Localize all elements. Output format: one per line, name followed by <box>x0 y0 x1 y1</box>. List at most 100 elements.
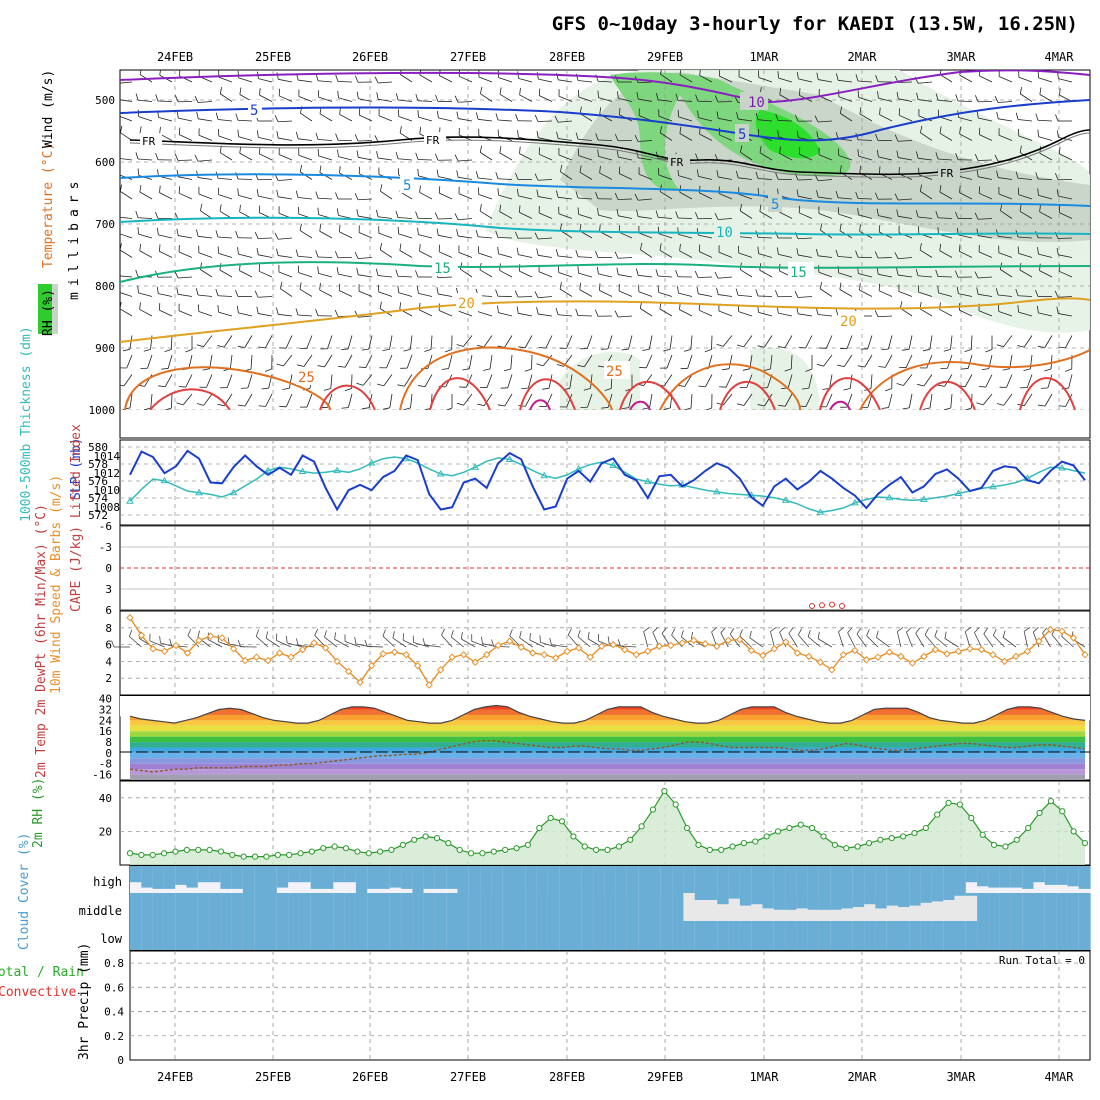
wind-barb-flag <box>382 348 390 352</box>
cloud-bar-low <box>818 921 831 950</box>
wind-barb <box>577 256 593 258</box>
wind10-point <box>713 642 721 650</box>
wind-barb <box>938 158 953 161</box>
wind-barb-flag <box>215 112 219 120</box>
cloud-bar-low <box>909 921 922 950</box>
wind-barb-flag <box>1015 171 1019 179</box>
wind-barb-flag <box>395 210 399 218</box>
wind10-point <box>367 661 376 670</box>
wind10-barb-flag <box>661 627 667 634</box>
wind10-barb <box>540 641 556 648</box>
wind10-barb-flag <box>1042 627 1048 634</box>
wind-barb <box>784 335 793 348</box>
cloud-bar-middle <box>1033 893 1046 921</box>
wind-barb <box>938 99 953 102</box>
wind-barb <box>238 312 253 317</box>
wind-barb-flag <box>716 111 719 119</box>
wind-barb <box>1058 136 1073 141</box>
cloud-bar-high <box>785 866 797 893</box>
cloud-bar-low <box>841 921 854 950</box>
rh2-point <box>604 846 611 853</box>
wind-barb <box>247 374 253 389</box>
rh2-point <box>456 846 463 853</box>
wind-barb <box>158 293 173 297</box>
wind-barb <box>778 253 793 258</box>
wind-barb-flag <box>335 133 339 141</box>
wind-barb <box>617 257 633 259</box>
wind-barb-flag <box>839 165 842 173</box>
wind-barb <box>200 210 213 219</box>
rh2-point <box>922 824 929 832</box>
contour-temp-20 <box>120 297 1090 343</box>
wind-barb <box>758 253 773 258</box>
wind-barb <box>499 93 513 102</box>
wind-barb <box>758 311 773 317</box>
wind-barb <box>899 114 913 122</box>
rh2-point <box>149 851 156 859</box>
wind-barb <box>638 232 653 239</box>
cloud-bar-middle <box>841 893 854 909</box>
thickness-point <box>1058 464 1066 471</box>
wind-barb <box>538 271 553 278</box>
wind-barb-flag <box>835 190 839 198</box>
wind-barb-flag <box>380 184 383 192</box>
wind-barb <box>278 237 293 240</box>
cloud-bar-low <box>130 921 142 950</box>
thickness-point <box>781 496 790 503</box>
cloud-bar-high <box>807 866 820 893</box>
wind-barb-flag <box>763 368 771 372</box>
wind-barb-flag <box>417 168 419 176</box>
wind-barb-flag <box>716 343 724 347</box>
wind-barb-flag <box>777 129 779 137</box>
wind-barb-flag <box>516 306 519 314</box>
wind-barb <box>458 159 473 162</box>
wind-barb-flag <box>156 227 159 235</box>
wind-barb-flag <box>217 403 225 407</box>
wind-barb <box>967 354 973 369</box>
wind-barb <box>718 218 733 220</box>
wind-barb-flag <box>775 113 779 121</box>
wind-barb <box>419 192 433 200</box>
wind-barb-flag <box>857 207 859 215</box>
wind-barb-flag <box>415 270 419 278</box>
cloud-bar-high <box>276 866 289 888</box>
wind-barb <box>978 176 993 180</box>
wind-barb-flag <box>575 308 579 316</box>
wind-barb-flag <box>319 224 322 232</box>
wind-barb-flag <box>515 114 519 121</box>
wind-barb-flag <box>875 133 879 141</box>
wind-barb-flag <box>1054 290 1059 298</box>
wind10-barb <box>798 634 810 648</box>
wind-barb <box>318 96 333 102</box>
wind-barb <box>590 374 593 389</box>
cloud-bar-middle <box>197 893 210 921</box>
wind-barb <box>548 374 553 389</box>
wind-barb-flag <box>994 154 999 162</box>
wind-barb-flag <box>436 110 439 118</box>
wind-barb-flag <box>801 387 809 390</box>
wind10-barb <box>367 646 384 648</box>
wind-barb <box>129 393 133 408</box>
wind-barb <box>778 312 793 317</box>
wind-barb <box>985 374 993 388</box>
cloud-bar-middle <box>988 893 1001 921</box>
wind-barb-flag <box>416 286 419 294</box>
wind10-barb <box>314 635 326 648</box>
rh2-point <box>547 814 554 822</box>
wind-barb-flag <box>696 286 699 294</box>
wind-barb-flag <box>614 134 619 141</box>
wind-barb-flag <box>874 310 879 317</box>
cloud-bar-middle <box>977 893 989 921</box>
wind-barb <box>759 152 773 161</box>
wind-barb-flag <box>636 92 639 100</box>
wind-barb-flag <box>876 267 879 275</box>
wind-barb <box>684 374 693 387</box>
wind-barb <box>179 134 193 141</box>
wind-barb <box>679 309 693 317</box>
wind-barb-flag <box>597 208 599 216</box>
cloud-bg <box>965 893 978 921</box>
wind-barb <box>558 196 573 200</box>
wind-barb <box>258 136 273 141</box>
wind-barb-flag <box>259 88 261 96</box>
